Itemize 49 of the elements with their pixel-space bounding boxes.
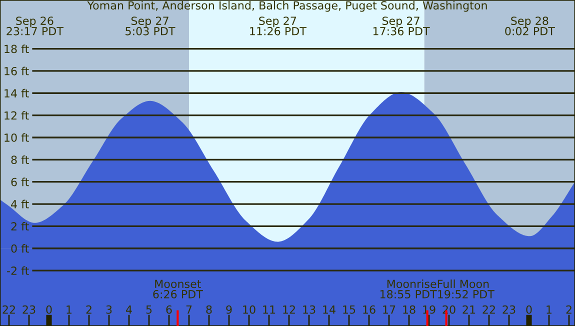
- annotation: Sep 27 17:36 PDT: [373, 16, 430, 36]
- ref-line-label: Full Moon 19:52 PDT: [438, 279, 494, 298]
- x-tick-label: 3: [106, 305, 112, 314]
- x-tick-label: 21: [462, 305, 476, 314]
- annotation: Sep 27 11:26 PDT: [250, 16, 306, 36]
- y-tick-label: -2 ft: [7, 266, 29, 275]
- x-tick-label: 15: [343, 306, 356, 314]
- x-tick-label: 10: [243, 305, 256, 314]
- y-tick-label: 8 ft: [11, 155, 29, 164]
- x-tick-label: 5: [146, 306, 152, 314]
- x-tick-label: 20: [442, 305, 456, 314]
- x-tick-label: 14: [323, 306, 336, 314]
- x-tick-label: 19: [423, 305, 436, 314]
- x-tick-label: 2: [86, 305, 92, 314]
- chart-title: Yoman Point, Anderson Island, Balch Passage, Puget Sound, Washington: [87, 0, 487, 12]
- x-tick-label: 6: [166, 305, 172, 314]
- x-tick-label: 9: [226, 305, 232, 314]
- annotation: Sep 27 5:03 PDT: [126, 16, 176, 36]
- x-tick-label: 16: [363, 305, 376, 314]
- x-tick-label: 17: [383, 306, 396, 314]
- x-tick-label: 1: [66, 306, 72, 314]
- y-tick-label: 16 ft: [4, 66, 29, 76]
- x-tick-label: 22: [482, 305, 495, 314]
- y-tick-label: 0 ft: [11, 244, 29, 253]
- x-tick-label: 18: [403, 305, 416, 314]
- y-tick-label: 14 ft: [4, 88, 29, 98]
- y-tick-label: 6 ft: [11, 178, 29, 186]
- y-tick-label: 10 ft: [4, 133, 29, 142]
- ref-line-label: Moonset 6:26 PDT: [153, 280, 203, 298]
- annotation: Sep 28 0:02 PDT: [505, 16, 555, 36]
- x-tick-label: 22: [2, 305, 15, 314]
- x-tick-label: 2: [566, 305, 572, 314]
- x-tick-label: 0: [526, 305, 532, 314]
- y-tick-label: 12 ft: [4, 111, 29, 120]
- y-tick-label: 2 ft: [11, 222, 29, 230]
- y-tick-label: 4 ft: [11, 200, 29, 208]
- x-tick-label: 1: [546, 306, 552, 314]
- x-tick-label: 23: [502, 305, 516, 314]
- x-tick-label: 11: [263, 306, 276, 314]
- x-tick-label: 0: [46, 305, 52, 314]
- x-tick-label: 13: [303, 305, 316, 314]
- x-tick-label: 12: [283, 305, 295, 314]
- x-tick-label: 7: [186, 306, 192, 314]
- x-tick-label: 23: [22, 305, 36, 314]
- x-tick-label: 8: [206, 305, 212, 314]
- y-tick-label: 18 ft: [4, 44, 29, 54]
- ref-line-label: Moonrise 18:55 PDT: [380, 279, 437, 298]
- x-tick-label: 4: [126, 306, 132, 314]
- annotation: Sep 26 23:17 PDT: [6, 16, 64, 36]
